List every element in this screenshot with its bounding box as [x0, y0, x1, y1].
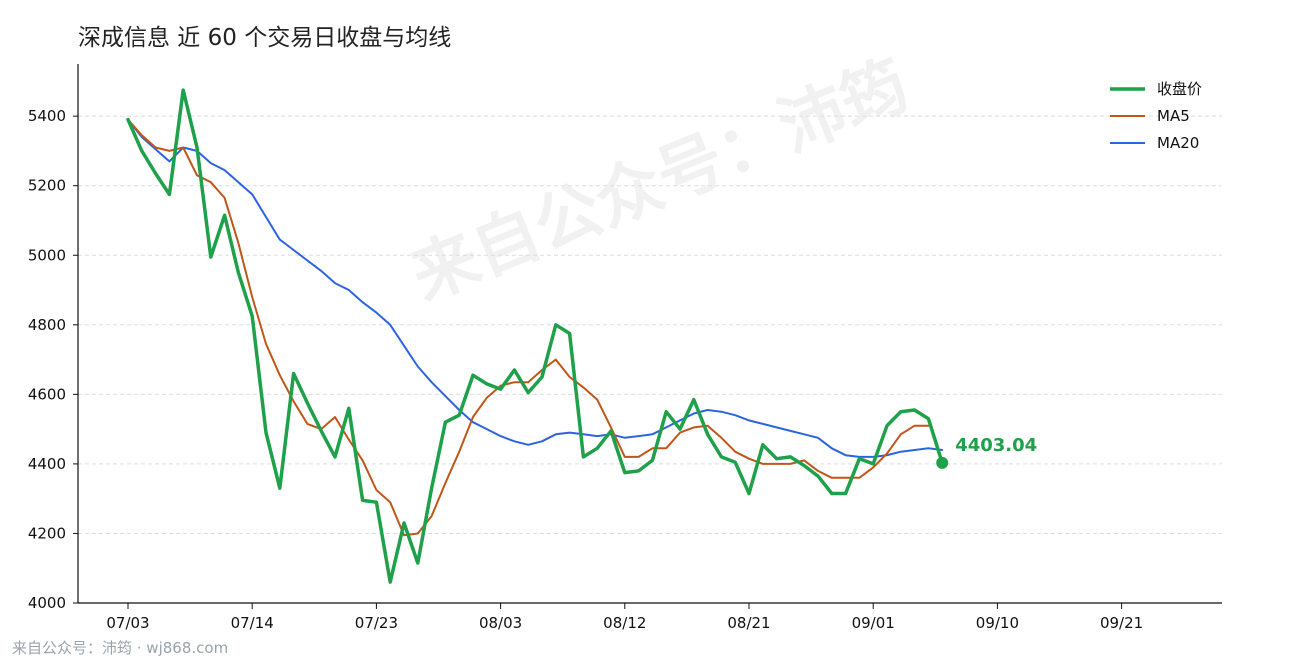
footer-credit: 来自公众号：沛筠 · wj868.com	[12, 639, 229, 657]
ytick-label-5000: 5000	[28, 246, 66, 264]
ytick-label-5400: 5400	[28, 107, 66, 125]
legend-label-2: MA20	[1157, 134, 1199, 152]
ytick-label-4200: 4200	[28, 524, 66, 542]
ytick-label-5200: 5200	[28, 177, 66, 195]
series-layer	[126, 88, 944, 584]
last-point-dot	[936, 456, 949, 469]
xtick-label-1: 07/14	[231, 614, 274, 632]
xtick-label-8: 09/21	[1100, 614, 1143, 632]
x-ticks: 07/03 07/14 07/23 08/03 08/12 08/21 09/01 09/10…	[106, 603, 1143, 632]
xtick-label-0: 07/03	[106, 614, 149, 632]
xtick-label-5: 08/21	[727, 614, 770, 632]
xtick-label-3: 08/03	[479, 614, 522, 632]
xtick-label-6: 09/01	[852, 614, 895, 632]
grid-layer	[78, 115, 1222, 604]
xtick-label-4: 08/12	[603, 614, 646, 632]
legend-label-1: MA5	[1157, 107, 1190, 125]
series-line-0	[126, 88, 944, 584]
series-line-2	[127, 118, 944, 458]
legend-label-0: 收盘价	[1157, 80, 1202, 98]
ytick-label-4600: 4600	[28, 385, 66, 403]
legend: 收盘价 MA5 MA20	[1110, 80, 1202, 152]
ytick-label-4400: 4400	[28, 455, 66, 473]
series-line-1	[127, 118, 930, 537]
axis-layer	[77, 64, 1222, 604]
chart-title: 深成信息 近 60 个交易日收盘与均线	[78, 25, 452, 51]
last-point-label: 4403.04	[955, 435, 1037, 456]
ytick-label-4800: 4800	[28, 316, 66, 334]
y-ticks: 4000 4200 4400 4600 4800 5000 5200 5400	[28, 107, 78, 612]
last-point-marker: 4403.04	[936, 435, 1037, 469]
ytick-label-4000: 4000	[28, 594, 66, 612]
xtick-label-7: 09/10	[976, 614, 1019, 632]
xtick-label-2: 07/23	[355, 614, 398, 632]
